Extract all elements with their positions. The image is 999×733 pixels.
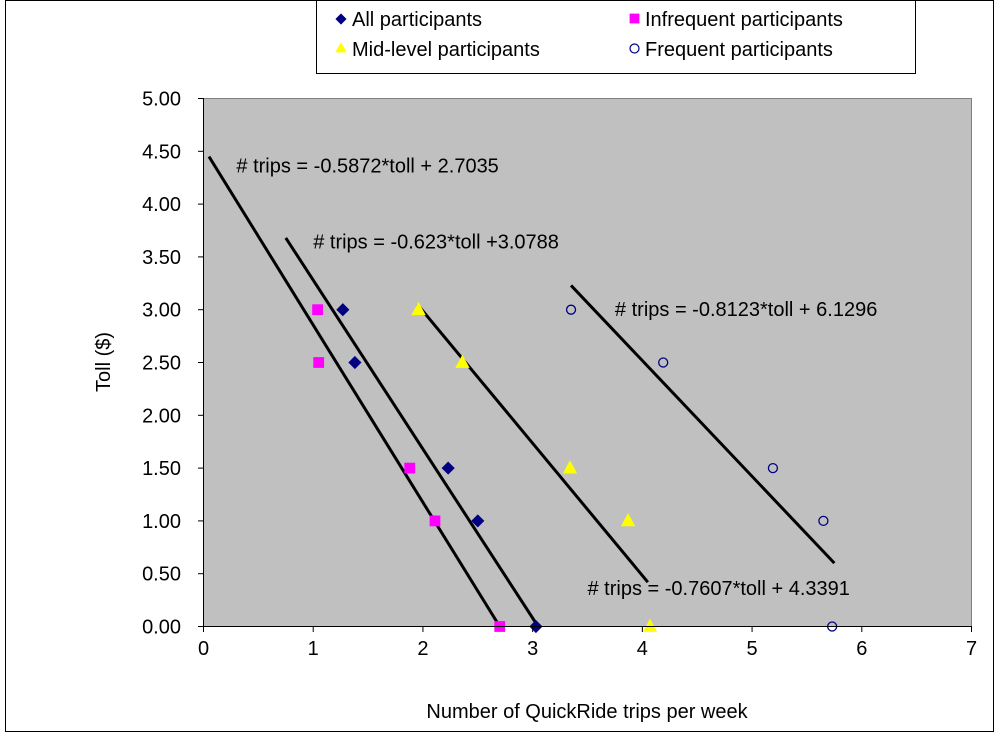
x-tick-label: 4 — [637, 638, 648, 660]
data-point-diamond — [441, 461, 455, 475]
data-point-circle — [818, 515, 829, 527]
trendline — [207, 155, 502, 628]
legend-label-infrequent-participants: Infrequent participants — [645, 9, 843, 31]
data-point-circle — [767, 462, 779, 474]
trendline-equation: # trips = -0.8123*toll + 6.1296 — [615, 299, 877, 321]
y-tick-label: 4.50 — [142, 141, 181, 163]
annotation-layer: # trips = -0.5872*toll + 2.7035 # trips =… — [236, 155, 877, 599]
legend-triangle-marker — [335, 42, 347, 53]
x-tick-label: 5 — [747, 638, 758, 660]
y-tick-label: 0.50 — [142, 564, 181, 586]
y-tick-label: 0.00 — [142, 617, 181, 639]
y-tick-layer: 0.00 0.50 1.00 1.50 2.00 2.50 3.00 3.50 4.00 4.50… — [142, 89, 204, 639]
legend-item-infrequent-participants: Infrequent participants — [629, 9, 843, 31]
y-tick-label: 3.00 — [142, 300, 181, 322]
data-point-triangle — [455, 354, 470, 368]
x-tick-label: 2 — [417, 638, 428, 660]
y-tick-label: 4.00 — [142, 194, 181, 216]
y-tick-label: 1.50 — [142, 458, 181, 480]
data-point-square — [429, 515, 441, 527]
trendline-equation: # trips = -0.623*toll +3.0788 — [313, 231, 559, 253]
data-point-triangle — [562, 460, 578, 474]
legend-item-frequent-participants: Frequent participants — [629, 39, 833, 61]
data-point-triangle — [642, 618, 658, 632]
y-tick-label: 2.50 — [142, 353, 181, 375]
trendline-layer — [207, 155, 836, 628]
data-point-diamond — [471, 514, 485, 528]
legend-label-all-participants: All participants — [352, 9, 482, 31]
x-tick-label: 1 — [308, 638, 319, 660]
x-tick-layer: 0 1 2 3 4 5 6 7 — [198, 626, 977, 660]
y-tick-label: 1.00 — [142, 511, 181, 533]
data-point-circle — [565, 304, 577, 315]
legend-item-mid-level-participants: Mid-level participants — [335, 39, 540, 61]
y-tick-label: 2.00 — [142, 405, 181, 427]
trendline-equation: # trips = -0.7607*toll + 4.3391 — [588, 578, 850, 600]
data-point-circle — [658, 357, 669, 368]
x-tick-label: 0 — [198, 638, 209, 660]
data-point-diamond — [348, 355, 362, 370]
data-point-triangle — [411, 301, 426, 316]
y-tick-label: 5.00 — [142, 89, 181, 111]
data-point-diamond — [336, 303, 350, 317]
x-tick-label: 3 — [527, 638, 538, 660]
legend-square-marker — [629, 13, 640, 24]
legend-item-all-participants: All participants — [335, 9, 482, 31]
trendline — [284, 237, 540, 628]
trendline — [416, 303, 649, 584]
legend: All participants Infrequent participants… — [316, 0, 916, 74]
trendline — [569, 284, 836, 565]
data-point-square — [313, 357, 325, 368]
data-point-triangle — [620, 513, 636, 527]
data-point-square — [312, 304, 324, 316]
x-axis-label: Number of QuickRide trips per week — [426, 701, 748, 723]
trendline-equation: # trips = -0.5872*toll + 2.7035 — [236, 155, 498, 177]
legend-diamond-marker — [335, 13, 347, 25]
plot-area — [203, 98, 972, 627]
legend-circle-marker — [629, 43, 640, 54]
legend-label-frequent-participants: Frequent participants — [645, 39, 833, 61]
x-tick-label: 7 — [966, 638, 977, 660]
x-tick-label: 6 — [856, 638, 867, 660]
y-axis-label: Toll ($) — [93, 332, 115, 392]
legend-box — [316, 0, 916, 74]
legend-label-mid-level-participants: Mid-level participants — [352, 39, 540, 61]
data-point-square — [404, 462, 416, 474]
y-tick-label: 3.50 — [142, 247, 181, 269]
